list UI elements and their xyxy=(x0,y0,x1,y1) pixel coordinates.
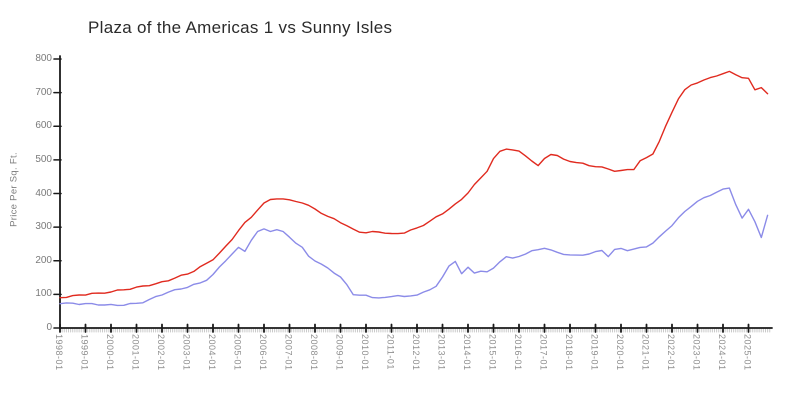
x-tick-label: 2008-01 xyxy=(309,334,319,371)
x-tick-label: 2017-01 xyxy=(538,334,549,371)
y-axis-label: Price Per Sq. Ft. xyxy=(8,152,20,227)
x-tick-label: 1998-01 xyxy=(54,334,64,371)
x-tick-label: 2000-01 xyxy=(105,334,115,371)
x-tick-label: 2006-01 xyxy=(258,334,268,371)
x-tick-label: 2001-01 xyxy=(130,334,141,371)
x-tick-label: 2012-01 xyxy=(411,334,421,371)
y-tick-label: 300 xyxy=(35,221,52,233)
x-tick-label: 2005-01 xyxy=(232,334,243,371)
x-tick-label: 2014-01 xyxy=(462,334,472,371)
x-tick-label: 2009-01 xyxy=(334,334,345,371)
series-line-plaza-of-the-americas-1 xyxy=(59,70,769,299)
chart-title: Plaza of the Americas 1 vs Sunny Isles xyxy=(88,18,393,37)
y-tick-label: 800 xyxy=(35,53,52,64)
y-tick-label: 400 xyxy=(35,187,52,199)
x-tick-label: 2015-01 xyxy=(487,334,498,371)
x-tick-label: 2024-01 xyxy=(717,334,727,371)
x-tick-label: 2011-01 xyxy=(385,334,396,370)
x-tick-label: 2020-01 xyxy=(615,334,625,371)
x-tick-label: 2010-01 xyxy=(360,334,370,371)
x-tick-label: 2022-01 xyxy=(666,334,676,371)
x-tick-label: 2018-01 xyxy=(564,334,574,371)
y-tick-label: 500 xyxy=(35,153,52,165)
x-tick-label: 2003-01 xyxy=(181,334,192,371)
x-tick-label: 2019-01 xyxy=(589,334,600,371)
series-line-sunny-isles xyxy=(59,187,769,307)
x-tick-label: 2002-01 xyxy=(156,334,166,371)
x-tick-label: 2016-01 xyxy=(513,334,523,371)
x-tick-label: 2023-01 xyxy=(691,334,702,371)
x-tick-label: 2021-01 xyxy=(640,334,651,371)
x-tick-label: 2007-01 xyxy=(283,334,294,371)
y-tick-label: 600 xyxy=(35,120,52,132)
y-tick-label: 200 xyxy=(35,254,52,266)
x-tick-label: 2013-01 xyxy=(436,334,447,371)
x-tick-label: 2025-01 xyxy=(742,334,753,371)
y-tick-label: 0 xyxy=(46,322,52,333)
y-tick-label: 700 xyxy=(35,86,52,98)
x-tick-label: 1999-01 xyxy=(79,334,90,371)
y-tick-label: 100 xyxy=(35,288,52,300)
x-tick-label: 2004-01 xyxy=(207,334,217,371)
